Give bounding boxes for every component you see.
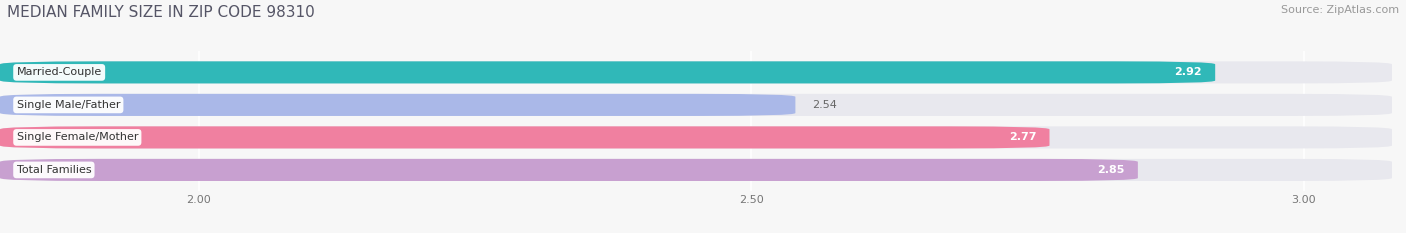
FancyBboxPatch shape [0, 126, 1049, 148]
FancyBboxPatch shape [0, 126, 1392, 148]
Text: Total Families: Total Families [17, 165, 91, 175]
FancyBboxPatch shape [0, 94, 796, 116]
Text: 2.54: 2.54 [813, 100, 837, 110]
Text: 2.85: 2.85 [1097, 165, 1125, 175]
Text: Married-Couple: Married-Couple [17, 67, 101, 77]
Text: Single Female/Mother: Single Female/Mother [17, 132, 138, 142]
FancyBboxPatch shape [0, 94, 1392, 116]
FancyBboxPatch shape [0, 159, 1392, 181]
FancyBboxPatch shape [0, 61, 1215, 83]
Text: 2.92: 2.92 [1174, 67, 1202, 77]
Text: MEDIAN FAMILY SIZE IN ZIP CODE 98310: MEDIAN FAMILY SIZE IN ZIP CODE 98310 [7, 5, 315, 20]
Text: Single Male/Father: Single Male/Father [17, 100, 120, 110]
Text: 2.77: 2.77 [1008, 132, 1036, 142]
FancyBboxPatch shape [0, 159, 1137, 181]
FancyBboxPatch shape [0, 61, 1392, 83]
Text: Source: ZipAtlas.com: Source: ZipAtlas.com [1281, 5, 1399, 15]
